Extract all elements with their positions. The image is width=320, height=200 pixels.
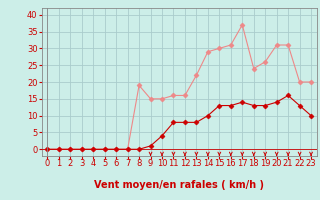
X-axis label: Vent moyen/en rafales ( km/h ): Vent moyen/en rafales ( km/h ) [94, 180, 264, 190]
